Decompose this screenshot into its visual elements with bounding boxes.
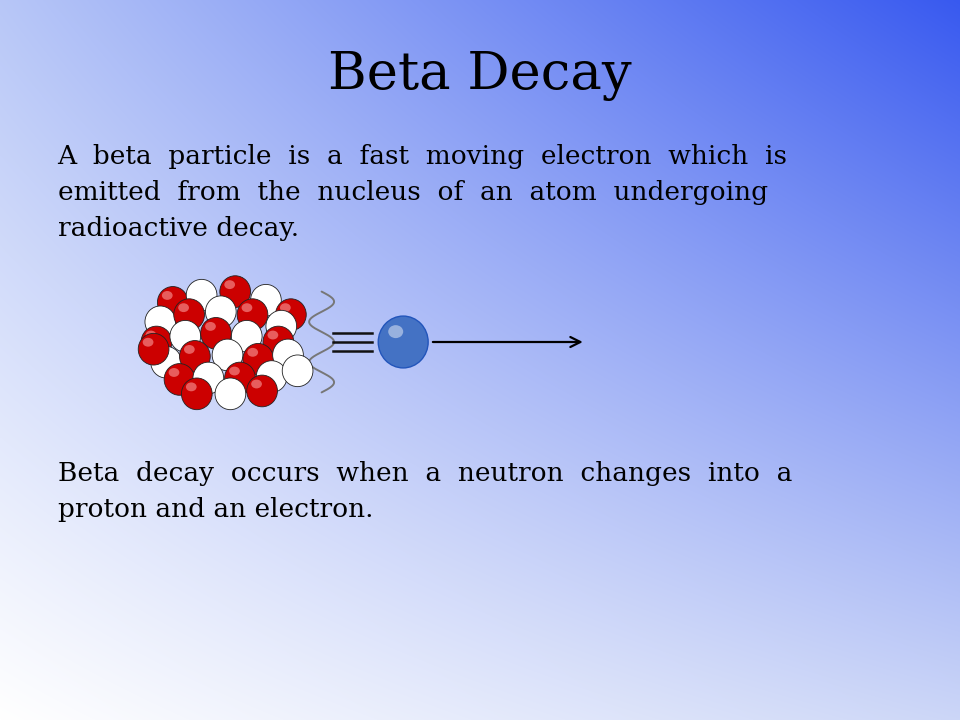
Ellipse shape: [276, 299, 306, 330]
Ellipse shape: [220, 276, 251, 307]
Ellipse shape: [242, 303, 252, 312]
Ellipse shape: [268, 330, 278, 339]
Ellipse shape: [248, 348, 258, 356]
Ellipse shape: [175, 325, 185, 333]
Ellipse shape: [378, 316, 428, 368]
Ellipse shape: [179, 303, 189, 312]
Text: Beta Decay: Beta Decay: [328, 50, 632, 101]
Ellipse shape: [247, 375, 277, 407]
Ellipse shape: [215, 378, 246, 410]
Ellipse shape: [212, 339, 243, 371]
Ellipse shape: [225, 280, 235, 289]
Ellipse shape: [273, 339, 303, 371]
Ellipse shape: [263, 326, 294, 358]
Ellipse shape: [169, 368, 180, 377]
Ellipse shape: [237, 299, 268, 330]
Ellipse shape: [252, 379, 262, 388]
Ellipse shape: [236, 325, 247, 333]
Ellipse shape: [256, 361, 287, 392]
Ellipse shape: [170, 320, 201, 352]
Ellipse shape: [255, 289, 266, 297]
Ellipse shape: [164, 364, 195, 395]
Ellipse shape: [217, 343, 228, 352]
Ellipse shape: [229, 366, 240, 375]
Ellipse shape: [174, 299, 204, 330]
Ellipse shape: [186, 382, 197, 391]
Ellipse shape: [151, 346, 181, 378]
Ellipse shape: [186, 279, 217, 311]
Text: A  beta  particle  is  a  fast  moving  electron  which  is
emitted  from  the  : A beta particle is a fast moving electro…: [58, 144, 787, 241]
Ellipse shape: [231, 320, 262, 352]
Ellipse shape: [225, 362, 255, 394]
Ellipse shape: [184, 345, 195, 354]
Ellipse shape: [388, 325, 403, 338]
Ellipse shape: [181, 378, 212, 410]
Ellipse shape: [205, 296, 236, 328]
Ellipse shape: [201, 318, 231, 349]
Ellipse shape: [157, 287, 188, 318]
Ellipse shape: [191, 284, 202, 292]
Ellipse shape: [180, 341, 210, 372]
Ellipse shape: [145, 306, 176, 338]
Ellipse shape: [282, 355, 313, 387]
Ellipse shape: [243, 343, 274, 375]
Ellipse shape: [220, 382, 230, 391]
Text: Beta  decay  occurs  when  a  neutron  changes  into  a
proton and an electron.: Beta decay occurs when a neutron changes…: [58, 461, 792, 522]
Ellipse shape: [251, 284, 281, 316]
Ellipse shape: [146, 330, 156, 339]
Ellipse shape: [205, 322, 216, 330]
Ellipse shape: [141, 326, 172, 358]
Ellipse shape: [193, 362, 224, 394]
Ellipse shape: [287, 359, 298, 368]
Ellipse shape: [271, 315, 281, 323]
Ellipse shape: [143, 338, 154, 346]
Ellipse shape: [138, 333, 169, 365]
Ellipse shape: [162, 291, 173, 300]
Ellipse shape: [150, 310, 160, 319]
Ellipse shape: [198, 366, 208, 375]
Ellipse shape: [280, 303, 291, 312]
Ellipse shape: [210, 300, 221, 309]
Ellipse shape: [156, 351, 166, 359]
Ellipse shape: [266, 310, 297, 342]
Ellipse shape: [277, 343, 288, 352]
Ellipse shape: [261, 365, 272, 374]
